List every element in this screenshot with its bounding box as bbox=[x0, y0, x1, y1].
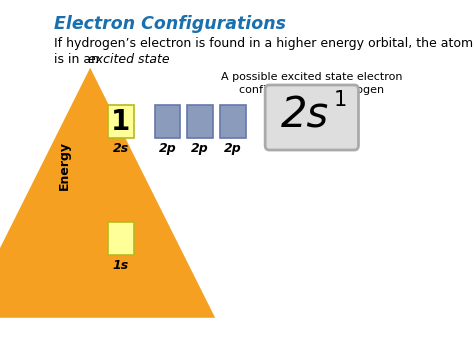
Text: 2s: 2s bbox=[281, 94, 329, 136]
Text: excited state: excited state bbox=[88, 53, 169, 66]
Text: is in an: is in an bbox=[54, 53, 102, 66]
Text: 1: 1 bbox=[334, 90, 347, 110]
Text: Energy: Energy bbox=[58, 141, 71, 190]
Text: If hydrogen’s electron is found in a higher energy orbital, the atom: If hydrogen’s electron is found in a hig… bbox=[54, 37, 473, 50]
FancyBboxPatch shape bbox=[265, 85, 358, 150]
Text: 1: 1 bbox=[111, 108, 130, 136]
Text: configuration of hydrogen: configuration of hydrogen bbox=[239, 85, 384, 95]
Text: A possible excited state electron: A possible excited state electron bbox=[221, 72, 402, 82]
Text: 2s: 2s bbox=[113, 142, 129, 155]
Text: 2p: 2p bbox=[159, 142, 176, 155]
Text: 2p: 2p bbox=[191, 142, 209, 155]
Text: 1s: 1s bbox=[113, 259, 129, 272]
FancyBboxPatch shape bbox=[108, 222, 134, 255]
FancyBboxPatch shape bbox=[220, 105, 246, 138]
FancyBboxPatch shape bbox=[108, 105, 134, 138]
Text: .: . bbox=[148, 53, 153, 66]
Text: 2p: 2p bbox=[224, 142, 242, 155]
Text: Electron Configurations: Electron Configurations bbox=[54, 15, 286, 33]
FancyBboxPatch shape bbox=[155, 105, 181, 138]
FancyBboxPatch shape bbox=[187, 105, 213, 138]
